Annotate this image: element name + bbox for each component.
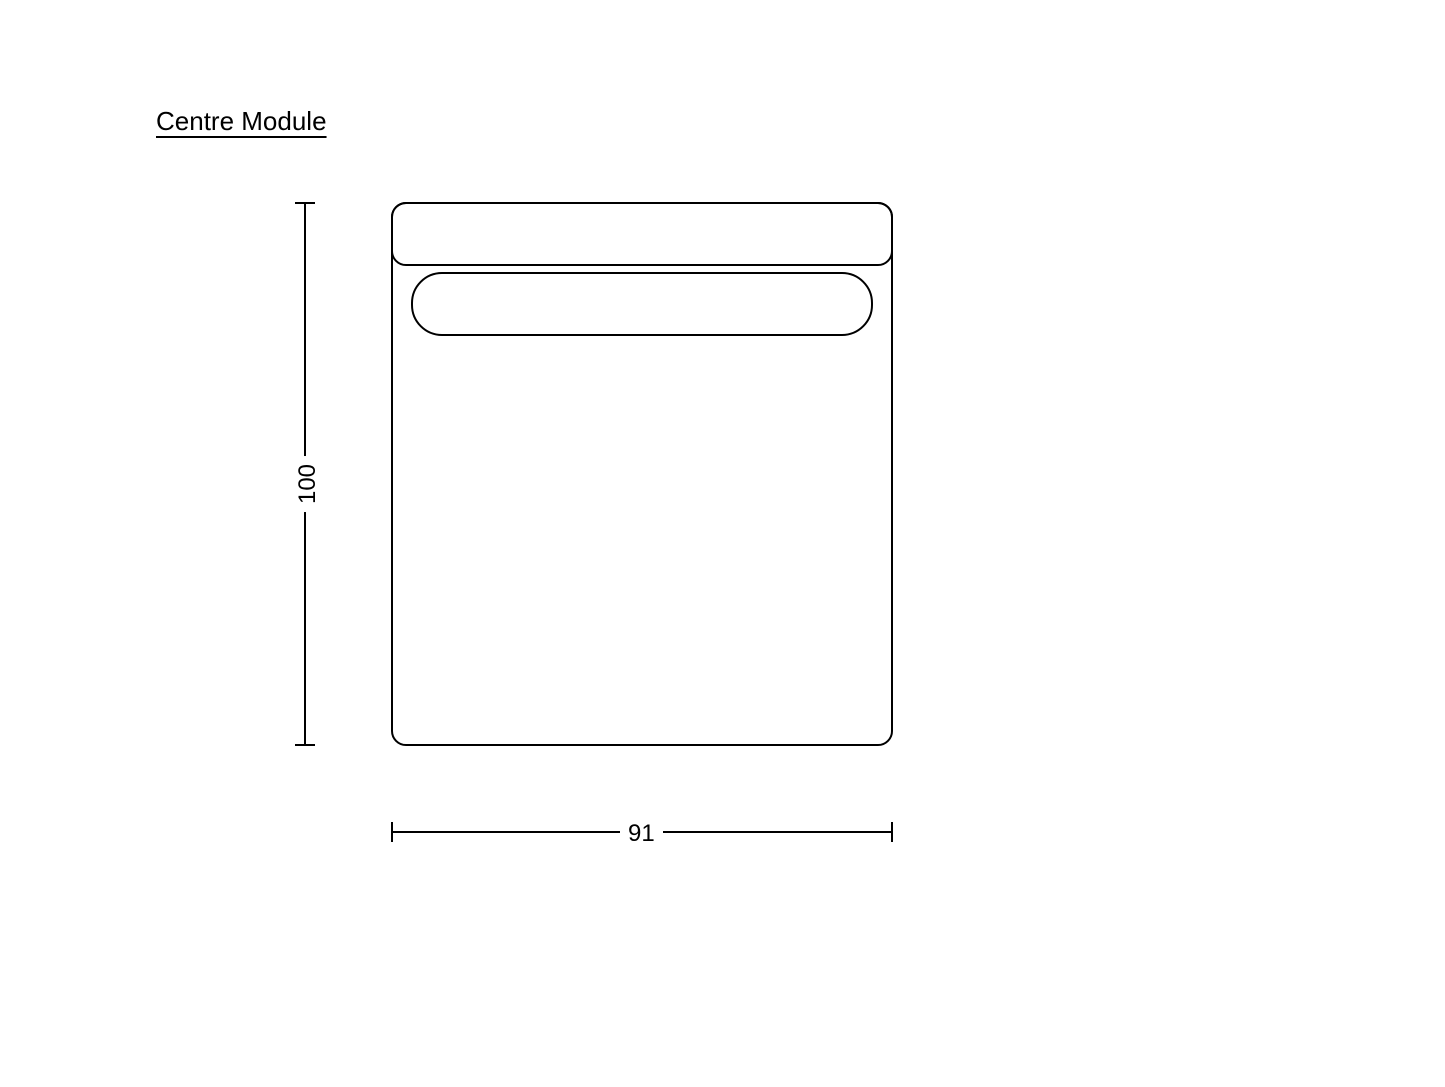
dimension-width-label: 91 [620,820,663,848]
diagram-svg [0,0,1445,1087]
dimension-height-label: 100 [294,456,322,512]
